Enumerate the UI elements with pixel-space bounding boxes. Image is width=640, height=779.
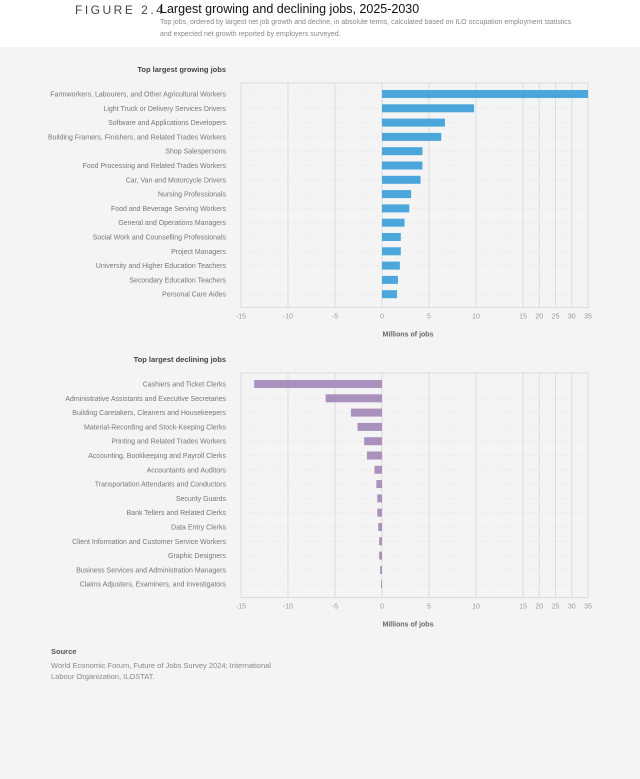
- bar: [378, 523, 382, 531]
- x-tick-label: 10: [472, 604, 480, 611]
- figure-title: Largest growing and declining jobs, 2025…: [160, 2, 420, 16]
- category-label: Accounting, Bookkeeping and Payroll Cler…: [88, 453, 226, 460]
- bar: [357, 422, 382, 431]
- category-label: Social Work and Counselling Professional…: [93, 235, 227, 242]
- bar: [254, 380, 382, 388]
- source-text: World Economic Forum, Future of Jobs Sur…: [51, 661, 271, 681]
- category-label: Bank Tellers and Related Clerks: [127, 510, 227, 517]
- bar: [374, 465, 382, 474]
- x-tick-label: 30: [568, 604, 576, 611]
- category-label: Shop Salespersons: [165, 149, 226, 156]
- x-tick-label: 25: [552, 314, 560, 321]
- bar: [382, 204, 410, 213]
- x-tick-label: 0: [380, 604, 384, 611]
- category-label: Graphic Designers: [168, 553, 226, 560]
- x-tick-label: 35: [584, 314, 592, 321]
- x-tick-label: -5: [332, 604, 338, 611]
- category-label: Food Processing and Related Trades Worke…: [83, 163, 227, 170]
- declining-jobs-chart: Top largest declining jobs -15 -10 -5 0 5 10 15…: [65, 355, 592, 629]
- x-tick-label: 15: [519, 314, 527, 321]
- bar: [382, 90, 588, 98]
- category-label: Nursing Professionals: [158, 192, 227, 199]
- category-label: Software and Applications Developers: [108, 120, 226, 127]
- category-label: Light Truck or Delivery Services Drivers: [103, 106, 226, 113]
- category-label: Cashiers and Ticket Clerks: [143, 382, 227, 389]
- category-label: Building Caretakers, Cleaners and Housek…: [72, 410, 226, 417]
- bar: [382, 132, 442, 141]
- bar: [382, 118, 445, 127]
- category-label: Secondary Education Teachers: [129, 277, 226, 284]
- bar: [364, 437, 382, 446]
- x-tick-label: 15: [519, 604, 527, 611]
- category-label: Transportation Attendants and Conductors: [95, 482, 227, 489]
- category-label: Farmworkers, Labourers, and Other Agricu…: [50, 92, 226, 99]
- bar: [325, 394, 382, 403]
- bar: [382, 290, 398, 299]
- category-label: Business Services and Administration Man…: [76, 567, 226, 574]
- category-label: Personal Care Aides: [162, 292, 226, 299]
- x-tick-label: 30: [568, 314, 576, 321]
- bar: [382, 190, 412, 199]
- chart-title: Top largest declining jobs: [134, 355, 226, 364]
- x-tick-label: -5: [332, 314, 338, 321]
- x-tick-label: 25: [552, 604, 560, 611]
- category-label: Administrative Assistants and Executive …: [65, 396, 226, 403]
- x-tick-label: 10: [472, 314, 480, 321]
- bar: [377, 508, 382, 517]
- bar: [376, 480, 382, 489]
- plot-area: [240, 82, 589, 308]
- category-label: University and Higher Education Teachers: [96, 263, 227, 270]
- x-tick-label: 20: [535, 314, 543, 321]
- bar: [366, 451, 382, 460]
- x-tick-label: -10: [283, 314, 293, 321]
- category-label: Building Framers, Finishers, and Related…: [48, 134, 227, 141]
- source-heading: Source: [51, 647, 77, 656]
- bar: [382, 275, 398, 284]
- bar: [382, 147, 423, 156]
- category-label: Security Guards: [176, 496, 227, 503]
- figure-subtitle: Top jobs, ordered by largest net job gro…: [160, 19, 572, 38]
- x-tick-label: 0: [380, 314, 384, 321]
- category-label: Data Entry Clerks: [171, 525, 226, 532]
- chart-title: Top largest growing jobs: [137, 65, 226, 74]
- figure-number: FIGURE 2.4: [75, 3, 166, 17]
- bar: [382, 175, 421, 184]
- category-label: Client Information and Customer Service …: [72, 539, 226, 546]
- x-tick-label: -15: [236, 604, 246, 611]
- bar: [381, 580, 382, 589]
- bar: [377, 494, 382, 503]
- bar: [382, 233, 401, 241]
- bar: [382, 161, 423, 170]
- bar: [382, 104, 475, 113]
- category-label: General and Operations Managers: [118, 220, 226, 227]
- x-tick-label: -10: [283, 604, 293, 611]
- bar: [380, 565, 382, 574]
- bar: [350, 408, 382, 417]
- category-label: Claims Adjusters, Examiners, and Investi…: [80, 582, 227, 589]
- bar: [379, 537, 382, 546]
- category-label: Printing and Related Trades Workers: [111, 439, 226, 446]
- x-axis-label: Millions of jobs: [383, 622, 434, 629]
- category-label: Car, Van and Motorcycle Drivers: [126, 177, 227, 184]
- category-label: Material-Recording and Stock-Keeping Cle…: [84, 424, 227, 431]
- x-tick-label: 5: [427, 604, 431, 611]
- bar: [382, 247, 401, 256]
- category-label: Food and Beverage Serving Workers: [111, 206, 227, 213]
- bar: [382, 261, 400, 270]
- x-tick-label: -15: [236, 314, 246, 321]
- x-tick-label: 35: [584, 604, 592, 611]
- figure-header: FIGURE 2.4 Largest growing and declining…: [0, 0, 640, 47]
- plot-area: [240, 372, 589, 598]
- growing-jobs-chart: Top largest growing jobs -15 -10 -5 0 5 10 15 20…: [48, 65, 592, 339]
- bar: [382, 218, 405, 227]
- bar: [379, 551, 382, 560]
- category-label: Accountants and Auditors: [147, 467, 227, 474]
- x-tick-label: 5: [427, 314, 431, 321]
- x-axis-label: Millions of jobs: [383, 332, 434, 339]
- x-tick-label: 20: [535, 604, 543, 611]
- category-label: Project Managers: [171, 249, 226, 256]
